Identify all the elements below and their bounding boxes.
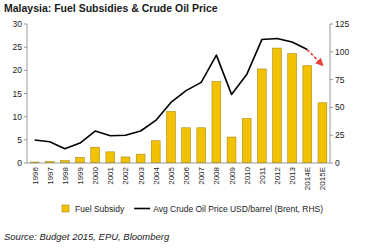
y2-tick-label: 0 [335, 158, 340, 168]
y-tick [24, 139, 27, 140]
bar [212, 81, 221, 163]
bar [121, 157, 130, 163]
y2-tick-label: 25 [335, 130, 345, 140]
y2-tick [330, 79, 333, 80]
x-tick-label: 1999 [76, 166, 85, 184]
y-tick [24, 70, 27, 71]
y-tick-label: 5 [17, 135, 22, 145]
plot-area [30, 38, 327, 163]
y-tick-label: 30 [13, 19, 23, 29]
x-tick-label: 2000 [91, 166, 100, 184]
chart: Malaysia: Fuel Subsidies & Crude Oil Pri… [0, 0, 373, 249]
y-tick-label: 10 [13, 112, 23, 122]
legend-label: Avg Crude Oil Price USD/barrel (Brent, R… [153, 204, 323, 214]
y2-tick-label: 50 [335, 102, 345, 112]
y-tick [24, 24, 27, 25]
y-tick [24, 116, 27, 117]
x-tick-label: 2011 [258, 166, 267, 184]
bar [303, 66, 312, 163]
y-tick [24, 93, 27, 94]
x-tick-label: 2002 [121, 166, 130, 184]
bar [91, 147, 100, 163]
x-tick-label: 2006 [182, 166, 191, 184]
x-axis-line [27, 163, 330, 164]
y2-tick-label: 125 [335, 19, 349, 29]
y2-tick [330, 107, 333, 108]
y-tick-label: 0 [17, 158, 22, 168]
legend-swatch [134, 208, 150, 210]
legend-label: Fuel Subsidy [75, 204, 125, 214]
bar [182, 128, 191, 163]
x-tick-label: 2001 [106, 166, 115, 184]
bar [227, 137, 236, 163]
bar [167, 112, 176, 163]
x-tick-label: 2005 [167, 166, 176, 184]
x-tick-label: 2010 [243, 166, 252, 184]
bar [273, 48, 282, 163]
bar [197, 128, 206, 163]
x-tick-label: 2003 [137, 166, 146, 184]
x-tick-label: 2009 [228, 166, 237, 184]
x-tick-label: 1998 [61, 166, 70, 184]
y2-tick [330, 24, 333, 25]
line [307, 50, 322, 66]
y-tick [24, 47, 27, 48]
y2-axis-line [330, 24, 331, 163]
legend-swatch [62, 205, 69, 212]
y-tick-label: 15 [13, 89, 23, 99]
bar [288, 54, 297, 163]
x-tick-label: 1997 [46, 166, 55, 184]
x-tick-label: 2015E [318, 167, 327, 190]
bar [136, 154, 145, 163]
y-tick-label: 20 [13, 65, 23, 75]
bar [257, 69, 266, 163]
bar [242, 119, 251, 163]
x-tick-label: 2004 [152, 166, 161, 184]
source: Source: Budget 2015, EPU, Bloomberg [4, 231, 170, 242]
x-tick-label: 1996 [31, 166, 40, 184]
bar [106, 152, 115, 163]
bar [151, 141, 160, 163]
bar [76, 157, 85, 163]
title: Malaysia: Fuel Subsidies & Crude Oil Pri… [4, 2, 218, 14]
y2-tick [330, 51, 333, 52]
y2-tick-label: 75 [335, 75, 345, 85]
y2-tick [330, 163, 333, 164]
y2-tick [330, 135, 333, 136]
x-tick-label: 2008 [212, 166, 221, 184]
x-tick-label: 2013 [288, 166, 297, 184]
x-tick-label: 2007 [197, 166, 206, 184]
x-tick-label: 2012 [273, 166, 282, 184]
line [35, 38, 308, 148]
bar [318, 103, 327, 163]
y-tick-label: 25 [13, 42, 23, 52]
y-tick [24, 163, 27, 164]
y2-tick-label: 100 [335, 47, 349, 57]
x-tick-label: 2014E [303, 167, 312, 190]
legend: Fuel Subsidy Avg Crude Oil Price USD/barr… [62, 204, 323, 214]
